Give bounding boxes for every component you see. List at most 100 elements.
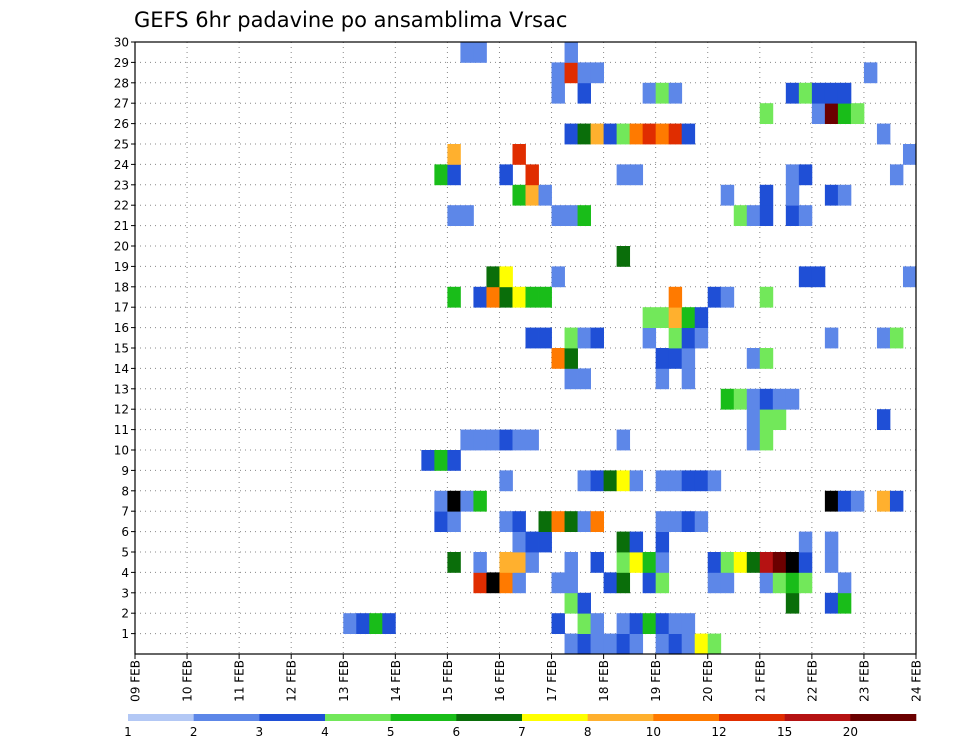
- heatmap-cell: [577, 123, 591, 145]
- heatmap-cell: [512, 531, 526, 553]
- heatmap-cell: [759, 572, 774, 594]
- heatmap-cell: [473, 286, 487, 308]
- heatmap-cell: [837, 103, 852, 124]
- colorbar-swatch: [456, 714, 523, 721]
- heatmap-cell: [616, 164, 631, 186]
- heatmap-cell: [824, 592, 839, 614]
- heatmap-cell: [720, 552, 735, 573]
- colorbar-label: 8: [584, 725, 592, 739]
- heatmap-cell: [473, 429, 487, 451]
- heatmap-cell: [538, 327, 552, 349]
- heatmap-cell: [785, 82, 800, 104]
- heatmap-cell: [629, 531, 644, 553]
- y-axis: 1234567891011121314151617181920212223242…: [114, 36, 135, 641]
- colorbar-label: 3: [256, 725, 264, 739]
- heatmap-cell: [694, 307, 709, 328]
- heatmap-cell: [447, 164, 461, 186]
- y-tick-label: 27: [114, 97, 129, 111]
- heatmap-cell: [655, 572, 670, 594]
- heatmap-cell: [616, 470, 631, 492]
- heatmap-cell: [772, 552, 787, 573]
- heatmap-cell: [733, 205, 748, 226]
- colorbar: 1 2 3 4 5 6 7 8 10 12 15 20: [124, 714, 917, 739]
- heatmap-cell: [551, 348, 565, 369]
- heatmap-cell: [473, 572, 487, 594]
- heatmap-cell: [512, 184, 526, 206]
- heatmap-cell: [837, 490, 852, 512]
- heatmap-cell: [824, 82, 839, 104]
- heatmap-cell: [590, 552, 604, 573]
- heatmap-cell: [447, 144, 461, 165]
- heatmap-cell: [668, 511, 683, 532]
- y-tick-label: 25: [114, 138, 129, 152]
- heatmap-cell: [564, 348, 578, 369]
- colorbar-swatch: [587, 714, 654, 721]
- heatmap-cell: [447, 450, 461, 471]
- x-tick-label: 14 FEB: [389, 660, 403, 702]
- heatmap-cell: [525, 552, 539, 573]
- heatmap-cell: [850, 490, 865, 512]
- heatmap-cell: [655, 613, 670, 634]
- heatmap-cell: [564, 592, 578, 614]
- heatmap-cell: [369, 613, 383, 634]
- colorbar-label: 6: [453, 725, 461, 739]
- heatmap-cell: [668, 633, 683, 655]
- heatmap-cell: [785, 592, 800, 614]
- heatmap-cell: [746, 348, 761, 369]
- heatmap-cell: [668, 348, 683, 369]
- heatmap-cell: [746, 409, 761, 430]
- heatmap-cell: [798, 572, 813, 594]
- y-tick-label: 15: [114, 342, 129, 356]
- heatmap-cell: [616, 613, 631, 634]
- heatmap-cell: [629, 552, 644, 573]
- x-tick-label: 23 FEB: [857, 660, 871, 702]
- heatmap-cell: [681, 470, 696, 492]
- y-tick-label: 1: [121, 627, 129, 641]
- heatmap-cell: [577, 205, 591, 226]
- heatmap-cell: [655, 307, 670, 328]
- heatmap-cell: [642, 307, 657, 328]
- heatmap-cell: [629, 164, 644, 186]
- heatmap-cell: [668, 286, 683, 308]
- heatmap-cell: [577, 62, 591, 84]
- heatmap-cell: [824, 531, 839, 553]
- heatmap-cell: [746, 388, 761, 410]
- heatmap-cell: [525, 286, 539, 308]
- heatmap-cell: [525, 531, 539, 553]
- heatmap-cell: [642, 613, 657, 634]
- heatmap-cell: [759, 429, 774, 451]
- y-tick-label: 16: [114, 321, 129, 335]
- heatmap-cell: [746, 429, 761, 451]
- heatmap-cell: [356, 613, 370, 634]
- y-tick-label: 5: [121, 546, 129, 560]
- heatmap-cell: [707, 633, 722, 655]
- heatmap-cell: [759, 205, 774, 226]
- heatmap-cell: [863, 62, 878, 84]
- heatmap-cell: [798, 266, 813, 288]
- x-tick-label: 19 FEB: [649, 660, 663, 702]
- heatmap-cell: [772, 388, 787, 410]
- heatmap-cell: [642, 82, 657, 104]
- colorbar-swatch: [325, 714, 391, 721]
- heatmap-cell: [551, 266, 565, 288]
- heatmap-cell: [460, 205, 474, 226]
- y-tick-label: 19: [114, 260, 129, 274]
- data-cells: [343, 42, 917, 655]
- x-tick-label: 18 FEB: [597, 660, 611, 702]
- heatmap-cell: [642, 572, 657, 594]
- heatmap-cell: [876, 490, 891, 512]
- y-tick-label: 12: [114, 403, 129, 417]
- heatmap-cell: [551, 82, 565, 104]
- heatmap-cell: [590, 613, 604, 634]
- heatmap-cell: [850, 103, 865, 124]
- heatmap-cell: [902, 144, 917, 165]
- heatmap-cell: [629, 633, 644, 655]
- heatmap-cell: [538, 531, 552, 553]
- y-tick-label: 21: [114, 219, 129, 233]
- heatmap-cell: [499, 470, 513, 492]
- colorbar-label: 12: [711, 725, 726, 739]
- heatmap-cell: [681, 368, 696, 390]
- heatmap-cell: [759, 103, 774, 124]
- heatmap-cell: [785, 388, 800, 410]
- heatmap-cell: [733, 552, 748, 573]
